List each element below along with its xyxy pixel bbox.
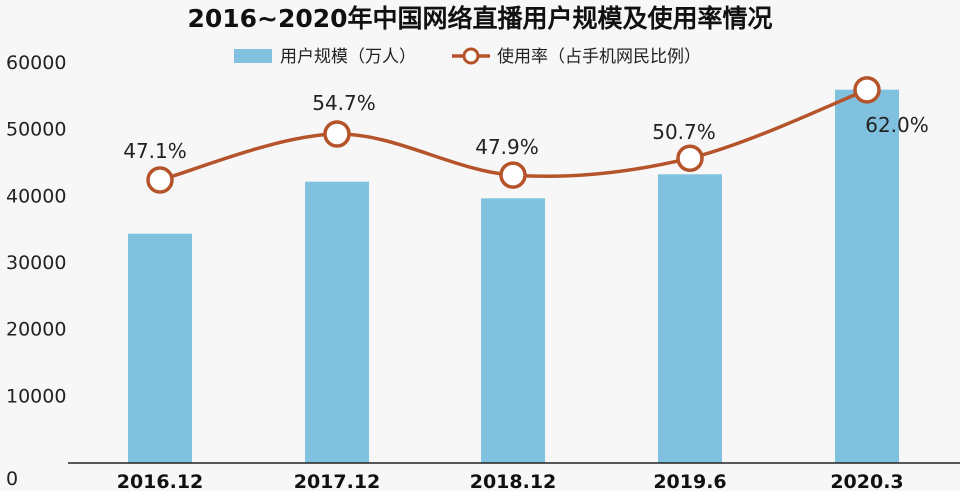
x-tick-label: 2017.12	[294, 471, 381, 491]
bar-2019.6	[658, 174, 722, 464]
bar-2017.12	[305, 181, 369, 463]
y-tick-label: 60000	[6, 52, 66, 74]
y-tick-label: 0	[6, 468, 18, 490]
usage-rate-label: 54.7%	[312, 91, 376, 115]
usage-rate-label: 47.1%	[123, 139, 187, 163]
x-axis: 2016.12 2017.12 2018.12 2019.6 2020.3	[117, 471, 904, 491]
chart-title: 2016~2020年中国网络直播用户规模及使用率情况	[187, 4, 772, 33]
x-tick-label: 2018.12	[470, 471, 557, 491]
bar-2020.3	[835, 89, 899, 464]
legend-line-label: 使用率（占手机网民比例）	[497, 46, 701, 67]
usage-rate-label: 47.9%	[475, 135, 539, 159]
legend-bar-label: 用户规模（万人）	[280, 47, 416, 67]
line-series: 47.1% 54.7% 47.9% 50.7% 62.0%	[123, 76, 929, 194]
y-tick-label: 20000	[6, 319, 66, 341]
x-tick-label: 2016.12	[117, 471, 204, 491]
usage-rate-point	[853, 76, 881, 104]
bar-2016.12	[128, 233, 192, 463]
usage-rate-label: 62.0%	[865, 113, 929, 137]
legend-bar-swatch	[234, 49, 272, 63]
bar-2018.12	[481, 198, 545, 464]
legend: 用户规模（万人） 使用率（占手机网民比例）	[234, 46, 701, 67]
y-tick-label: 10000	[6, 385, 66, 407]
x-tick-label: 2019.6	[653, 471, 726, 491]
usage-rate-point	[323, 120, 351, 148]
y-axis: 0 10000 20000 30000 40000 50000 60000	[6, 52, 66, 490]
bar-series	[128, 89, 899, 464]
usage-rate-point	[676, 144, 704, 172]
usage-rate-label: 50.7%	[652, 120, 716, 144]
y-tick-label: 50000	[6, 119, 66, 141]
y-tick-label: 30000	[6, 252, 66, 274]
legend-line-marker	[462, 47, 480, 65]
y-tick-label: 40000	[6, 185, 66, 207]
usage-rate-point	[146, 166, 174, 194]
usage-rate-point	[499, 161, 527, 189]
x-tick-label: 2020.3	[830, 471, 903, 491]
